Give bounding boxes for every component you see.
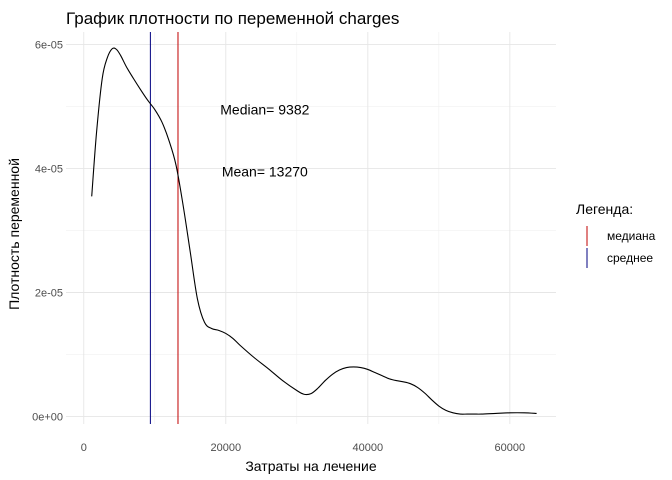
y-axis-ticks: 0e+00 2e-05 4e-05 6e-05 (32, 39, 63, 423)
annotations: Median= 9382 Mean= 13270 (220, 102, 309, 180)
annotation-label: Median= 9382 (220, 102, 309, 118)
x-tick-label: 20000 (210, 442, 241, 454)
annotation-label: Mean= 13270 (222, 164, 308, 180)
legend-label: медиана (607, 229, 656, 243)
x-axis-ticks: 0 20000 40000 60000 (81, 442, 525, 454)
legend-title: Легенда: (576, 201, 633, 217)
y-tick-label: 6e-05 (35, 39, 63, 51)
y-tick-label: 4e-05 (35, 163, 63, 175)
legend: Легенда: медиана среднее (576, 201, 656, 268)
legend-label: среднее (607, 251, 653, 265)
reference-lines (149, 32, 179, 424)
x-axis-title: Затраты на лечение (245, 458, 377, 474)
chart-title: График плотности по переменной charges (66, 9, 399, 28)
x-tick-label: 60000 (495, 442, 526, 454)
grid (66, 32, 556, 424)
y-axis-title: Плотность переменной (6, 158, 22, 310)
x-tick-label: 0 (81, 442, 87, 454)
y-tick-label: 2e-05 (35, 288, 63, 300)
x-tick-label: 40000 (353, 442, 384, 454)
y-tick-label: 0e+00 (32, 412, 63, 424)
density-line (91, 47, 537, 415)
density-series (91, 47, 537, 415)
